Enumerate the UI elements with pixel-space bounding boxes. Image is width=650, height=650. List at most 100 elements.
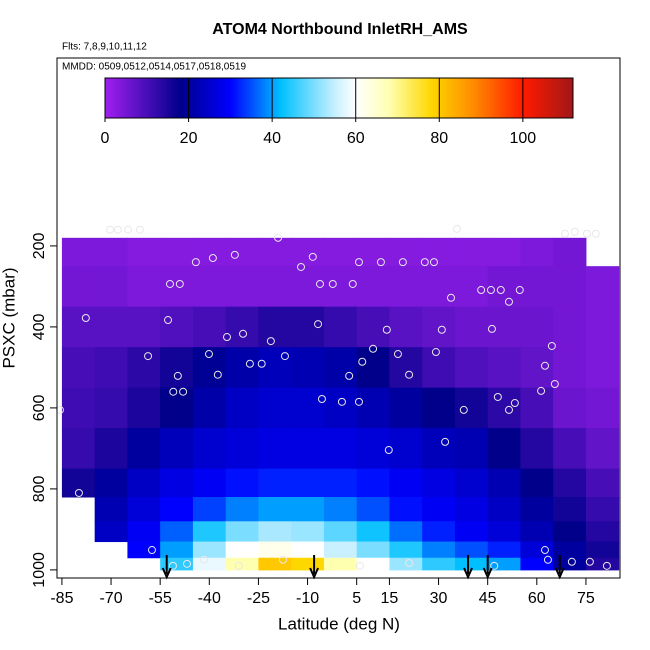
sample-point: [560, 229, 569, 238]
sample-point: [504, 297, 513, 306]
colorbar-segment: [267, 78, 270, 118]
heatmap-cell: [487, 468, 521, 498]
colorbar-segment: [543, 78, 546, 118]
sample-point: [602, 561, 611, 570]
colorbar-tick-label: 80: [430, 130, 448, 147]
heatmap-cell: [258, 521, 292, 543]
colorbar-segment: [165, 78, 168, 118]
colorbar-segment: [325, 78, 328, 118]
heatmap-cell: [553, 557, 587, 571]
colorbar-segment: [383, 78, 386, 118]
colorbar-segment: [531, 78, 534, 118]
heatmap-cell: [422, 237, 456, 267]
colorbar-segment: [555, 78, 558, 118]
colorbar-segment: [205, 78, 208, 118]
heatmap-cell: [291, 266, 325, 308]
heatmap-cell: [356, 468, 390, 498]
sample-point: [308, 252, 317, 261]
colorbar-segment: [215, 78, 218, 118]
colorbar-segment: [553, 78, 556, 118]
heatmap-cell: [192, 347, 227, 389]
heatmap-cell: [258, 237, 292, 267]
heatmap-cell: [61, 266, 96, 308]
sample-point: [169, 387, 178, 396]
heatmap-cell: [94, 387, 128, 429]
colorbar-segment: [213, 78, 216, 118]
colorbar-segment: [123, 78, 126, 118]
colorbar-segment: [175, 78, 178, 118]
heatmap-cell: [94, 468, 128, 498]
colorbar-segment: [443, 78, 446, 118]
colorbar-segment: [397, 78, 400, 118]
heatmap-cell: [454, 306, 489, 348]
heatmap-cell: [585, 428, 620, 470]
colorbar-segment: [189, 78, 192, 118]
heatmap-cell: [487, 306, 521, 348]
colorbar-segment: [331, 78, 334, 118]
heatmap-cell: [520, 428, 554, 470]
colorbar-segment: [249, 78, 252, 118]
colorbar-segment: [391, 78, 394, 118]
sample-point: [382, 325, 391, 334]
heatmap-cell: [127, 497, 161, 522]
sample-point: [487, 324, 496, 333]
colorbar-segment: [223, 78, 226, 118]
colorbar-segment: [333, 78, 336, 118]
colorbar-segment: [163, 78, 166, 118]
heatmap-cell: [553, 237, 587, 267]
colorbar-segment: [275, 78, 278, 118]
sample-point: [55, 405, 64, 414]
colorbar-segment: [359, 78, 362, 118]
heatmap-cell: [422, 521, 456, 543]
colorbar-segment: [345, 78, 348, 118]
heatmap-cell: [389, 468, 423, 498]
heatmap-cell: [225, 387, 259, 429]
sample-point: [376, 258, 385, 267]
heatmap-cell: [454, 428, 489, 470]
heatmap-cell: [225, 266, 259, 308]
colorbar-segment: [425, 78, 428, 118]
colorbar-segment: [385, 78, 388, 118]
colorbar-segment: [505, 78, 508, 118]
heatmap-cell: [422, 557, 456, 571]
colorbar-segment: [427, 78, 430, 118]
sample-point: [175, 279, 184, 288]
colorbar-segment: [463, 78, 466, 118]
colorbar-segment: [361, 78, 364, 118]
colorbar-segment: [467, 78, 470, 118]
colorbar-segment: [475, 78, 478, 118]
colorbar-segment: [415, 78, 418, 118]
colorbar-segment: [495, 78, 498, 118]
colorbar-segment: [461, 78, 464, 118]
sample-point: [280, 352, 289, 361]
sample-point: [493, 392, 502, 401]
sample-point: [490, 561, 499, 570]
heatmap-cell: [520, 387, 554, 429]
heatmap-cell: [94, 306, 128, 348]
sample-point: [540, 361, 549, 370]
colorbar-segment: [565, 78, 568, 118]
heatmap-cell: [94, 347, 128, 389]
heatmap-cell: [258, 266, 292, 308]
heatmap-cell: [258, 497, 292, 522]
heatmap-cell: [520, 541, 554, 559]
heatmap-cell: [94, 521, 128, 543]
heatmap-cell: [422, 468, 456, 498]
heatmap-cell: [192, 237, 227, 267]
colorbar: 0 20 40 60 80 100: [101, 77, 574, 147]
heatmap-cell: [192, 521, 227, 543]
heatmap-cell: [487, 521, 521, 543]
colorbar-segment: [431, 78, 434, 118]
colorbar-segment: [501, 78, 504, 118]
heatmap-cell: [356, 541, 390, 559]
colorbar-segment: [159, 78, 162, 118]
sample-point: [486, 286, 495, 295]
colorbar-segment: [453, 78, 456, 118]
colorbar-segment: [517, 78, 520, 118]
heatmap-cell: [356, 347, 390, 389]
sample-point: [74, 488, 83, 497]
heatmap-cell: [520, 237, 554, 267]
heatmap-cell: [553, 306, 587, 348]
colorbar-segment: [457, 78, 460, 118]
colorbar-segment: [173, 78, 176, 118]
